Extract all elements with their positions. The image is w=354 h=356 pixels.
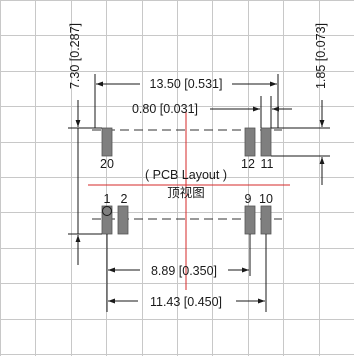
pin-label-2: 2 — [121, 192, 128, 206]
pad-11 — [260, 127, 272, 157]
outer-span-label: 11.43 [0.450] — [150, 295, 222, 309]
pad-width-label: 0.80 [0.031] — [132, 102, 198, 116]
inner-span-label: 8.89 [0.350] — [151, 264, 217, 278]
total-width-label: 13.50 [0.531] — [150, 77, 223, 91]
pad-height-label: 1.85 [0.073] — [314, 23, 328, 89]
center-lines — [88, 112, 290, 290]
caption-top-view: 顶视图 — [167, 185, 205, 200]
pin-label-12: 12 — [241, 157, 255, 171]
pad-1 — [101, 205, 113, 235]
pad-9 — [244, 205, 256, 235]
pad-12 — [244, 127, 256, 157]
total-height-label: 7.30 [0.287] — [68, 23, 82, 89]
pin-label-1: 1 — [104, 192, 111, 206]
extension-lines — [68, 74, 330, 312]
pad-10 — [260, 205, 272, 235]
pin-label-20: 20 — [100, 157, 114, 171]
caption-pcb-layout: ( PCB Layout ) — [145, 168, 227, 182]
pin-one-marker — [102, 206, 112, 216]
dimension-lines — [75, 81, 325, 304]
pin-label-9: 9 — [245, 192, 252, 206]
pad-20 — [101, 127, 113, 157]
pin-label-11: 11 — [261, 157, 274, 171]
pad-2 — [117, 205, 129, 235]
pin-label-10: 10 — [259, 192, 273, 206]
